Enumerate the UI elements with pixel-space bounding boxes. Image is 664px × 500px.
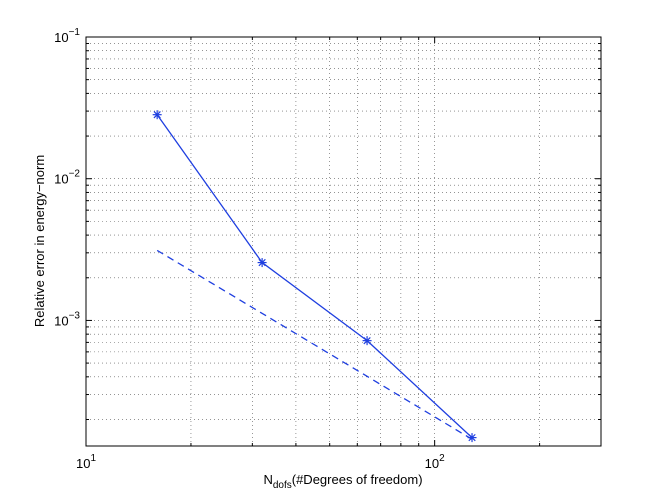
series-group bbox=[152, 110, 477, 443]
marker-stroke bbox=[153, 111, 161, 119]
marker-stroke bbox=[468, 433, 476, 442]
y-tick-label-base: 10 bbox=[54, 172, 68, 187]
x-tick-label-exponent: 2 bbox=[439, 453, 445, 464]
plot-area bbox=[86, 37, 601, 446]
ticks bbox=[86, 37, 601, 446]
plot-frame bbox=[85, 36, 602, 447]
y-tick-label-exponent: −2 bbox=[69, 169, 81, 180]
x-axis-label-subscript: dofs bbox=[273, 480, 292, 491]
reference-slope-line bbox=[156, 249, 473, 440]
x-tick-label: 102 bbox=[425, 453, 445, 471]
x-axis-label-main: N bbox=[263, 472, 272, 487]
grid bbox=[86, 37, 601, 446]
marker-stroke bbox=[258, 258, 266, 267]
y-tick-label-exponent: −1 bbox=[69, 27, 81, 38]
marker-stroke bbox=[363, 336, 371, 345]
y-tick-label: 10−1 bbox=[54, 27, 80, 45]
y-tick-label: 10−3 bbox=[54, 310, 80, 328]
x-tick-label: 101 bbox=[76, 453, 96, 471]
y-tick-label-base: 10 bbox=[54, 313, 68, 328]
error-line bbox=[156, 114, 473, 439]
y-tick-label-exponent: −3 bbox=[69, 310, 81, 321]
data-point-marker bbox=[362, 336, 372, 346]
data-point-marker bbox=[257, 258, 267, 268]
x-tick-label-exponent: 1 bbox=[90, 453, 96, 464]
x-axis-label-rest: (#Degrees of freedom) bbox=[292, 472, 423, 487]
x-tick-label-base: 10 bbox=[76, 456, 90, 471]
data-point-marker bbox=[152, 110, 162, 120]
y-tick-label-base: 10 bbox=[54, 30, 68, 45]
y-tick-label: 10−2 bbox=[54, 169, 80, 187]
x-axis-label: Ndofs(#Degrees of freedom) bbox=[263, 472, 422, 491]
y-axis-label: Relative error in energy−norm bbox=[32, 155, 47, 327]
x-tick-label-base: 10 bbox=[425, 456, 439, 471]
